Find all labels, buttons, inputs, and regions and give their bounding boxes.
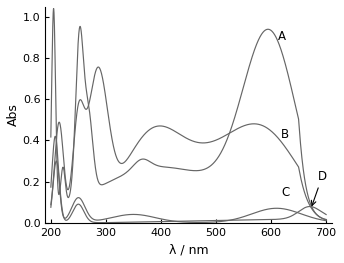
Y-axis label: Abs: Abs <box>7 103 20 126</box>
Text: C: C <box>281 186 289 199</box>
Text: B: B <box>280 128 289 141</box>
Text: A: A <box>278 30 286 43</box>
X-axis label: λ / nm: λ / nm <box>169 243 208 256</box>
Text: D: D <box>311 169 327 205</box>
